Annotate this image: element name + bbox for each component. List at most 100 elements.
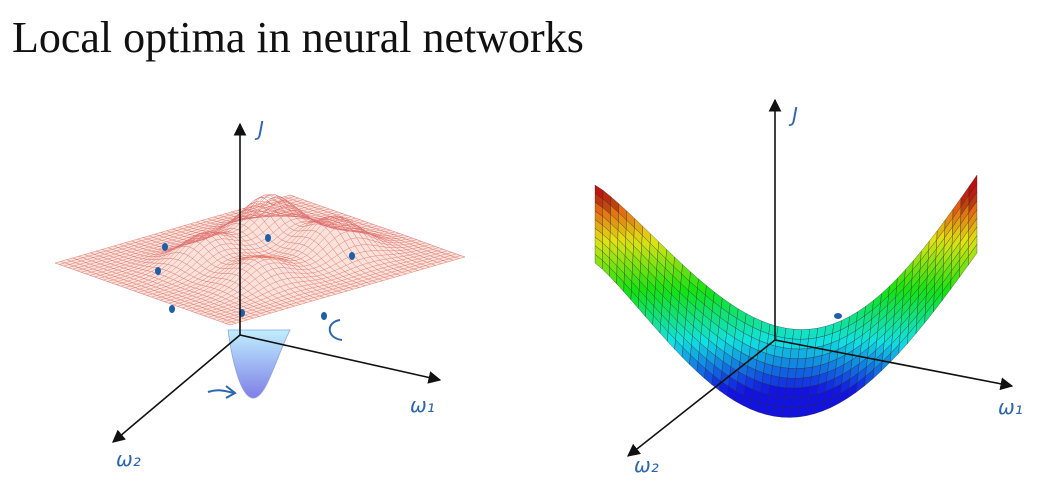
w2-axis <box>626 339 776 457</box>
z-axis-label: J <box>788 103 798 127</box>
local-optima-plot: J ω₁ ω₂ <box>54 117 466 471</box>
surface-cell <box>765 404 776 417</box>
global-minimum-well <box>227 329 291 399</box>
local-optimum-dot <box>162 243 168 251</box>
y-axis-label: ω₂ <box>116 447 141 471</box>
mesh-line <box>260 203 436 266</box>
surface-cell <box>795 368 805 379</box>
mesh-line <box>203 247 439 316</box>
w1-axis <box>239 334 442 384</box>
w2-axis <box>112 334 241 443</box>
mesh-line <box>272 199 448 263</box>
mesh-line <box>266 201 442 265</box>
local-optimum-dot <box>349 252 355 260</box>
mesh-line <box>289 194 466 258</box>
surface-cell <box>772 355 783 368</box>
surface-cell <box>799 338 809 350</box>
mesh-line <box>184 216 360 288</box>
surface-cell <box>797 348 808 360</box>
surface-cell <box>776 326 787 339</box>
mesh-line <box>190 242 426 312</box>
surface-cell <box>808 327 819 340</box>
surface-cell <box>785 377 796 389</box>
surface-cell <box>773 406 784 418</box>
mesh-line <box>229 256 466 326</box>
surface-cell <box>793 377 804 389</box>
surface-cell <box>775 396 785 408</box>
surface-cell <box>783 397 793 408</box>
mesh-line <box>181 230 417 309</box>
saddle-surface <box>594 174 978 418</box>
surface-cell <box>769 375 780 388</box>
surface-cell <box>799 396 809 408</box>
saddle-plot: J ω₁ ω₂ <box>594 98 1023 477</box>
mesh-line <box>190 209 366 287</box>
surface-cell <box>796 358 807 369</box>
surface-cell <box>771 365 781 378</box>
surface-cell <box>797 405 808 418</box>
mesh-line <box>212 250 448 320</box>
mesh-line <box>159 216 396 301</box>
local-optimum-dot <box>321 312 327 320</box>
mesh-line <box>195 202 372 285</box>
surface-cell <box>804 357 815 369</box>
mesh-line <box>284 196 460 259</box>
mesh-line <box>213 194 389 280</box>
mesh-line <box>186 237 422 310</box>
z-axis-label: J <box>254 117 264 141</box>
mesh-line <box>207 194 383 281</box>
surface-cell <box>776 386 787 398</box>
surface-cell <box>784 387 795 399</box>
surface-cell <box>789 407 800 418</box>
mesh-line <box>248 206 424 270</box>
mesh-line <box>194 244 431 313</box>
x-axis-label: ω₁ <box>410 393 435 417</box>
mesh-line <box>225 255 461 324</box>
surface-cell <box>784 328 795 340</box>
surface-cell <box>768 384 779 397</box>
mesh-line <box>278 198 454 261</box>
mesh-line <box>216 252 452 321</box>
surface-cell <box>788 358 799 369</box>
mesh-line <box>219 196 395 278</box>
mesh-line <box>151 220 387 298</box>
local-optimum-dot <box>155 267 161 275</box>
surface-cell <box>777 376 788 389</box>
surface-cell <box>803 366 813 379</box>
mesh-line <box>178 223 354 290</box>
surface-cell <box>801 376 812 388</box>
surface-cell <box>792 329 803 340</box>
saddle-point-dot <box>834 313 842 319</box>
surface-cell <box>792 387 803 399</box>
mesh-line <box>177 224 413 307</box>
surface-cell <box>968 243 978 266</box>
w1-axis <box>774 339 1014 391</box>
mesh-line <box>221 253 457 323</box>
mesh-line <box>172 228 348 292</box>
mesh-line <box>208 248 444 318</box>
surface-cell <box>758 402 768 415</box>
surface-cell <box>781 407 792 418</box>
y-axis-label: ω₂ <box>634 453 659 477</box>
local-optimum-dot <box>265 234 271 242</box>
mesh-line <box>146 221 382 296</box>
surface-cell <box>780 357 791 369</box>
surface-cell <box>789 348 800 360</box>
surface-cell <box>800 329 811 340</box>
surface-cell <box>773 345 784 358</box>
surface-cell <box>767 394 777 407</box>
arrow-annotation <box>207 385 237 399</box>
surface-cell <box>787 368 797 379</box>
surface-cell <box>791 397 801 408</box>
cost-surface <box>54 194 466 326</box>
local-optimum-dot <box>169 305 175 313</box>
surface-cell <box>781 347 792 359</box>
mesh-line <box>199 245 435 315</box>
surface-cell <box>800 386 811 398</box>
mesh-line <box>173 219 409 306</box>
x-axis-label: ω₁ <box>998 395 1023 419</box>
surface-cell <box>805 347 816 359</box>
surface-cell <box>779 367 789 379</box>
circle-annotation <box>328 319 343 341</box>
